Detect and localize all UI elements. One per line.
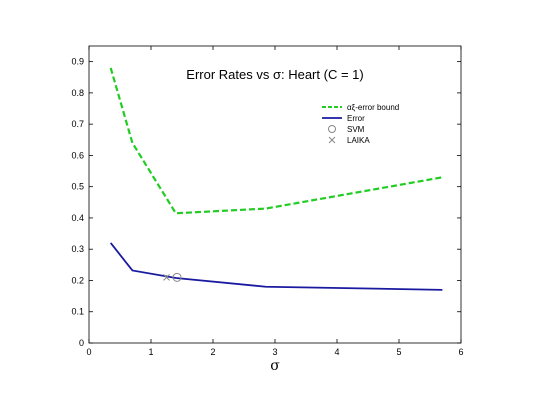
y-tick-label: 0.6 [71,150,84,160]
data-point-svm [172,272,182,282]
axes-frame [88,45,462,344]
chart-title: Error Rates vs σ: Heart (C = 1) [186,67,363,82]
x-tick-label: 3 [272,347,277,357]
x-axis-ticks: 0 1 2 3 4 5 6 [86,46,464,357]
x-tick-label: 1 [148,347,153,357]
legend-swatch [328,136,336,144]
legend: αξ-error bound Error SVM LAIKA [318,100,412,148]
y-tick-label: 0.3 [71,244,84,254]
legend-label: αξ-error bound [347,103,399,112]
plot-area-box [88,45,462,344]
x-tick-label: 4 [334,347,339,357]
series-line-error-bound [109,67,443,215]
y-tick-label: 0.4 [71,213,84,223]
y-axis-ticks: 0 0.1 0.2 0.3 0.4 0.5 0.6 0.7 0.8 0.9 [71,57,461,348]
y-tick-label: 0.1 [71,307,84,317]
legend-label: LAIKA [347,136,370,145]
series-layer [109,67,443,291]
y-tick-label: 0.5 [71,182,84,192]
x-tick-label: 5 [396,347,401,357]
legend-swatch [328,125,336,133]
x-axis-label: σ [270,358,280,374]
x-tick-label: 2 [210,347,215,357]
legend-label: Error [347,114,365,123]
x-tick-label: 6 [458,347,463,357]
y-tick-label: 0.2 [71,275,84,285]
series-line-error [109,242,443,291]
legend-box [318,100,412,148]
x-tick-label: 0 [86,347,91,357]
legend-label: SVM [347,125,365,134]
data-point-laika [163,273,170,281]
y-tick-label: 0.9 [71,57,84,67]
y-tick-label: 0.8 [71,88,84,98]
y-tick-label: 0 [79,338,84,348]
y-tick-label: 0.7 [71,119,84,129]
